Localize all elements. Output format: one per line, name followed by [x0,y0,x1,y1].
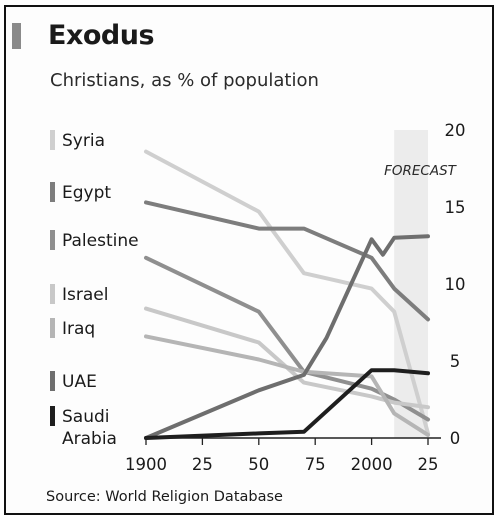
y-tick-label: 5 [450,352,461,371]
legend-swatch [50,406,55,426]
x-tick-label: 25 [418,455,439,474]
chart-title: Exodus [48,20,155,51]
series-line-israel [144,306,430,410]
x-tick-label: 25 [192,455,213,474]
legend-swatch [50,230,55,250]
legend-swatch [50,284,55,304]
chart-source: Source: World Religion Database [46,489,283,505]
legend-label: UAE [62,372,97,392]
x-tick-label: 2000 [351,455,393,474]
legend-label: Arabia [62,429,117,449]
series-line-egypt [144,200,430,322]
x-tick-label: 50 [248,455,269,474]
chart-subtitle: Christians, as % of population [50,70,319,91]
series-line-saudi-arabia [144,368,430,440]
series-line-palestine [144,255,430,422]
legend-swatch [50,318,55,338]
title-marker [12,23,21,49]
y-tick-label: 10 [445,275,466,294]
forecast-band [394,130,428,438]
legend-label: Iraq [62,319,95,339]
legend-label: Israel [62,285,108,305]
series-line-syria [144,149,430,436]
forecast-label: FORECAST [384,163,458,179]
legend-swatch [50,130,55,150]
y-tick-label: 15 [445,198,466,217]
series-line-iraq [144,334,430,437]
x-tick-label: 1900 [125,455,167,474]
legend-label: Syria [62,131,105,151]
y-tick-label: 0 [450,429,461,448]
series-line-uae [144,234,430,440]
legend-swatch [50,182,55,202]
x-tick-label: 75 [305,455,326,474]
legend-label: Egypt [62,183,111,203]
legend-label: Palestine [62,231,139,251]
legend-swatch [50,371,55,391]
legend-label: Saudi [62,407,110,427]
y-tick-label: 20 [445,121,466,140]
